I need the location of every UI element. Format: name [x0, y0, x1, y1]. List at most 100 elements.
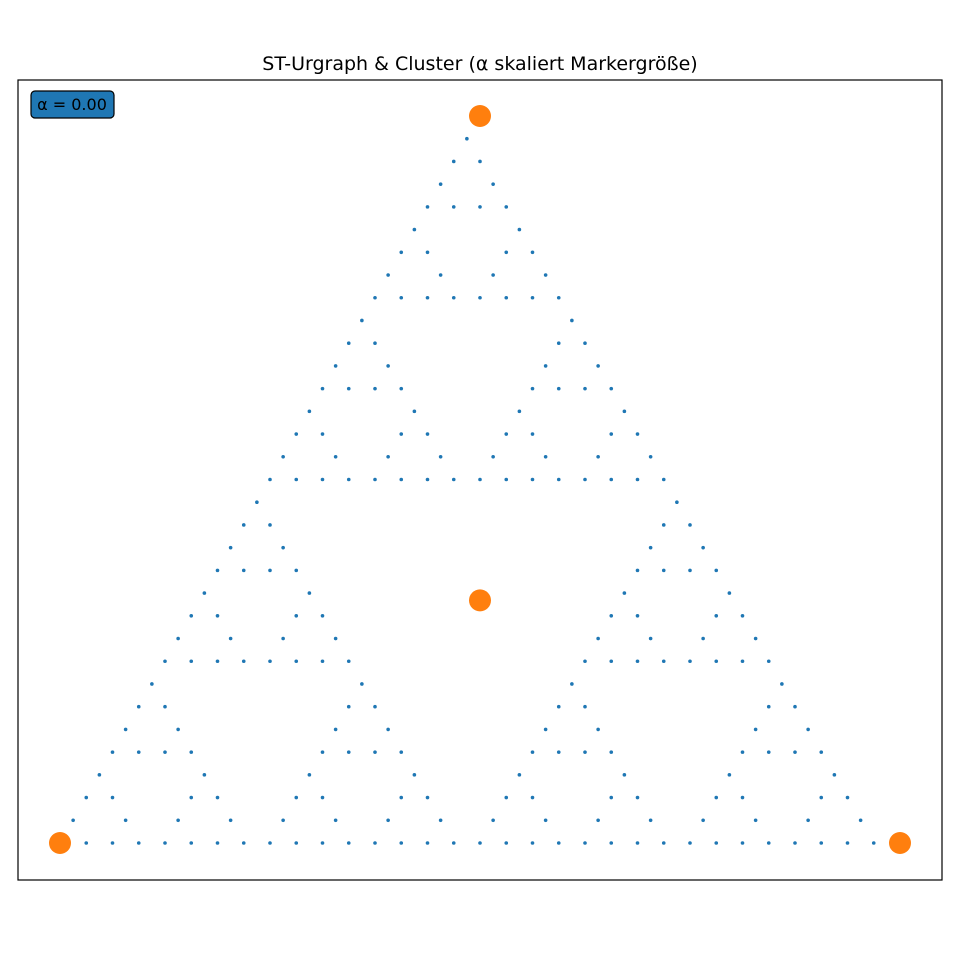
lattice-point	[478, 841, 482, 845]
lattice-point	[793, 750, 797, 754]
lattice-point	[478, 205, 482, 209]
lattice-point	[425, 477, 430, 482]
lattice-point	[281, 454, 285, 459]
lattice-point	[661, 523, 666, 527]
lattice-point	[753, 818, 758, 823]
lattice-point	[622, 591, 627, 595]
lattice-point	[819, 795, 824, 800]
plot-frame	[17, 79, 943, 881]
lattice-point	[294, 568, 299, 573]
lattice-point	[136, 750, 141, 754]
lattice-point	[793, 841, 797, 845]
lattice-point	[373, 477, 377, 482]
lattice-point	[346, 659, 351, 664]
lattice-point	[451, 159, 456, 164]
lattice-point	[176, 727, 180, 732]
lattice-point	[425, 795, 430, 800]
lattice-point	[701, 636, 705, 641]
lattice-point	[346, 750, 351, 754]
alpha-badge-box	[30, 90, 115, 119]
lattice-point	[163, 841, 167, 845]
lattice-point	[556, 386, 561, 391]
lattice-point	[635, 841, 640, 845]
lattice-point	[241, 659, 246, 664]
lattice-point	[97, 773, 102, 777]
lattice-point	[753, 636, 758, 641]
lattice-point	[438, 273, 443, 277]
lattice-point	[346, 386, 351, 391]
lattice-point	[635, 568, 640, 573]
lattice-point	[333, 636, 338, 641]
lattice-point	[766, 750, 771, 754]
lattice-point	[399, 795, 404, 800]
lattice-point	[176, 636, 180, 641]
lattice-point	[491, 182, 495, 186]
lattice-point	[714, 795, 719, 800]
lattice-point	[688, 659, 692, 664]
lattice-point	[425, 250, 430, 255]
lattice-point	[294, 841, 299, 845]
lattice-point	[307, 773, 312, 777]
lattice-point	[740, 659, 745, 664]
lattice-point	[583, 386, 587, 391]
lattice-point	[740, 614, 745, 618]
lattice-point	[858, 818, 863, 823]
lattice-point	[583, 659, 587, 664]
lattice-point	[530, 750, 535, 754]
chart-title: ST-Urgraph & Cluster (α skaliert Markerg…	[262, 53, 697, 75]
lattice-point	[320, 477, 325, 482]
lattice-point	[465, 136, 469, 141]
lattice-point	[583, 341, 587, 345]
lattice-point	[346, 704, 351, 709]
lattice-point	[596, 364, 600, 368]
lattice-point	[386, 273, 390, 277]
lattice-point	[163, 750, 167, 754]
lattice-point	[780, 682, 784, 686]
lattice-point	[228, 818, 233, 823]
lattice-point	[189, 614, 194, 618]
lattice-point	[727, 773, 732, 777]
lattice-point	[504, 477, 509, 482]
lattice-point	[543, 364, 548, 368]
lattice-point	[163, 659, 167, 664]
lattice-point	[228, 545, 233, 550]
lattice-point	[832, 773, 837, 777]
lattice-point	[583, 477, 587, 482]
lattice-point	[399, 250, 404, 255]
lattice-point	[268, 523, 272, 527]
lattice-point	[530, 477, 535, 482]
lattice-point	[425, 205, 430, 209]
lattice-point	[294, 432, 299, 436]
lattice-point	[871, 841, 876, 845]
lattice-point	[281, 818, 285, 823]
lattice-point	[714, 659, 719, 664]
lattice-point	[556, 750, 561, 754]
lattice-point	[688, 523, 692, 527]
lattice-point	[661, 568, 666, 573]
lattice-point	[491, 818, 495, 823]
lattice-point	[740, 750, 745, 754]
lattice-point	[648, 545, 653, 550]
lattice-point	[609, 614, 614, 618]
lattice-point	[71, 818, 75, 823]
lattice-point	[845, 795, 850, 800]
lattice-point	[241, 523, 246, 527]
lattice-point	[333, 727, 338, 732]
lattice-point	[740, 795, 745, 800]
lattice-point	[570, 318, 574, 323]
lattice-point	[320, 750, 325, 754]
lattice-point	[648, 636, 653, 641]
lattice-point	[530, 250, 535, 255]
lattice-point	[438, 818, 443, 823]
lattice-point	[478, 477, 482, 482]
lattice-point	[136, 704, 141, 709]
lattice-point	[202, 591, 207, 595]
lattice-point	[530, 386, 535, 391]
lattice-point	[255, 500, 259, 505]
lattice-point	[307, 409, 312, 414]
lattice-point	[701, 545, 705, 550]
lattice-point	[346, 341, 351, 345]
lattice-point	[806, 818, 810, 823]
lattice-point	[491, 273, 495, 277]
